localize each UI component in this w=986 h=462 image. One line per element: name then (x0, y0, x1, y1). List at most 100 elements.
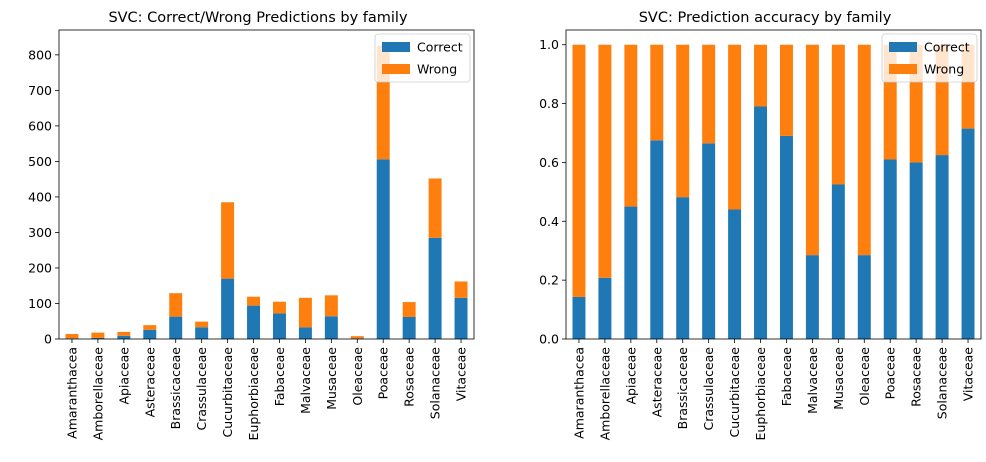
legend-label-wrong: Wrong (924, 62, 964, 77)
bar-wrong-malvaceae (298, 297, 312, 328)
bar-wrong-solanaceae (428, 178, 442, 238)
legend-swatch-wrong (889, 64, 917, 74)
x-tick-label: Crassulaceae (194, 347, 209, 431)
bar-correct-apiaceae (117, 335, 131, 339)
x-tick-label: Poaceae (883, 347, 898, 400)
y-tick-label: 0.0 (539, 332, 559, 347)
bar-correct-amaranthacea (572, 296, 586, 339)
x-tick-label: Euphorbiaceae (753, 347, 768, 441)
bar-correct-asteraceae (143, 329, 157, 339)
bar-wrong-brassicaceae (676, 44, 690, 198)
x-tick-label: Malvaceae (805, 347, 820, 414)
bar-wrong-brassicaceae (169, 293, 183, 317)
legend: Correct Wrong (881, 33, 978, 83)
bar-wrong-fabaceae (779, 44, 793, 136)
bar-correct-solanaceae (935, 155, 949, 339)
x-tick-label: Fabaceae (272, 347, 287, 407)
x-tick-label: Musaceae (324, 347, 339, 410)
bar-wrong-oleaceae (350, 336, 364, 339)
bar-wrong-fabaceae (272, 301, 286, 314)
x-tick-label: Solanaceae (428, 347, 443, 420)
x-tick-label: Amborellaceae (597, 347, 612, 441)
bar-correct-musaceae (831, 184, 845, 339)
bar-correct-brassicaceae (169, 316, 183, 339)
legend-label-correct: Correct (417, 40, 463, 55)
bar-wrong-euphorbiaceae (754, 44, 768, 107)
x-tick-label: Vitaceae (454, 347, 469, 402)
bar-wrong-oleaceae (857, 44, 871, 256)
bar-correct-euphorbiaceae (754, 106, 768, 339)
bar-wrong-apiaceae (117, 331, 131, 336)
legend-swatch-correct (889, 42, 917, 52)
bar-wrong-crassulaceae (195, 321, 209, 328)
bar-correct-poaceae (376, 159, 390, 339)
bar-correct-oleaceae (857, 255, 871, 339)
y-tick-label: 0.6 (539, 155, 559, 170)
x-tick-label: Cucurbitaceae (220, 347, 235, 438)
chart-correct-wrong-counts: SVC: Correct/Wrong Predictions by family… (28, 10, 475, 441)
y-tick-label: 200 (28, 260, 52, 275)
y-tick-label: 100 (28, 296, 52, 311)
bar-wrong-rosaceae (402, 302, 416, 317)
bar-wrong-crassulaceae (702, 44, 716, 144)
chart-title: SVC: Prediction accuracy by family (639, 10, 892, 26)
y-tick-label: 0.2 (539, 273, 559, 288)
y-tick-label: 0 (44, 332, 52, 347)
y-tick-label: 0.8 (539, 96, 559, 111)
bar-correct-vitaceae (961, 128, 975, 339)
x-tick-label: Amaranthacea (571, 347, 586, 439)
x-tick-label: Poaceae (376, 347, 391, 400)
x-tick-label: Apiaceae (116, 347, 131, 405)
y-tick-label: 500 (28, 154, 52, 169)
bar-correct-fabaceae (272, 313, 286, 339)
x-tick-label: Euphorbiaceae (246, 347, 261, 441)
chart-title: SVC: Correct/Wrong Predictions by family (108, 10, 408, 26)
bar-correct-rosaceae (402, 316, 416, 339)
bar-wrong-apiaceae (624, 44, 638, 207)
y-tick-label: 700 (28, 83, 52, 98)
bar-correct-brassicaceae (676, 197, 690, 339)
bar-wrong-amborellaceae (598, 44, 612, 278)
bar-correct-poaceae (883, 159, 897, 339)
bar-correct-apiaceae (624, 206, 638, 339)
x-tick-label: Rosaceae (402, 347, 417, 407)
bar-wrong-amborellaceae (91, 332, 105, 338)
bar-correct-solanaceae (428, 237, 442, 339)
bar-correct-amborellaceae (91, 337, 105, 339)
x-tick-label: Asteraceae (142, 347, 157, 418)
bar-correct-crassulaceae (702, 143, 716, 339)
axes-frame (58, 29, 475, 340)
x-tick-label: Oleaceae (857, 347, 872, 406)
x-tick-label: Amborellaceae (90, 347, 105, 441)
y-tick-label: 1.0 (539, 37, 559, 52)
y-tick-label: 300 (28, 225, 52, 240)
bar-wrong-asteraceae (650, 44, 664, 141)
x-tick-label: Cucurbitaceae (727, 347, 742, 438)
bar-wrong-amaranthacea (572, 44, 586, 297)
x-tick-label: Rosaceae (909, 347, 924, 407)
bar-correct-vitaceae (454, 297, 468, 339)
y-tick-label: 600 (28, 118, 52, 133)
x-tick-label: Amaranthacea (64, 347, 79, 439)
y-tick-label: 0.4 (539, 214, 559, 229)
axes-frame (565, 29, 982, 340)
legend: Correct Wrong (374, 33, 471, 83)
bar-wrong-vitaceae (454, 281, 468, 298)
bar-correct-asteraceae (650, 140, 664, 339)
legend-label-wrong: Wrong (417, 62, 457, 77)
legend-swatch-wrong (382, 64, 410, 74)
bar-correct-malvaceae (298, 327, 312, 339)
bar-correct-malvaceae (805, 255, 819, 339)
bar-wrong-euphorbiaceae (247, 296, 261, 306)
bar-correct-musaceae (324, 316, 338, 339)
bar-wrong-cucurbitaceae (728, 44, 742, 210)
x-tick-label: Vitaceae (961, 347, 976, 402)
bar-correct-amborellaceae (598, 277, 612, 339)
bar-correct-cucurbitaceae (728, 209, 742, 339)
legend-label-correct: Correct (924, 40, 970, 55)
x-tick-label: Fabaceae (779, 347, 794, 407)
bar-correct-fabaceae (779, 135, 793, 339)
x-tick-label: Brassicaceae (675, 347, 690, 430)
bar-wrong-amaranthacea (65, 334, 79, 339)
bar-wrong-musaceae (831, 44, 845, 185)
